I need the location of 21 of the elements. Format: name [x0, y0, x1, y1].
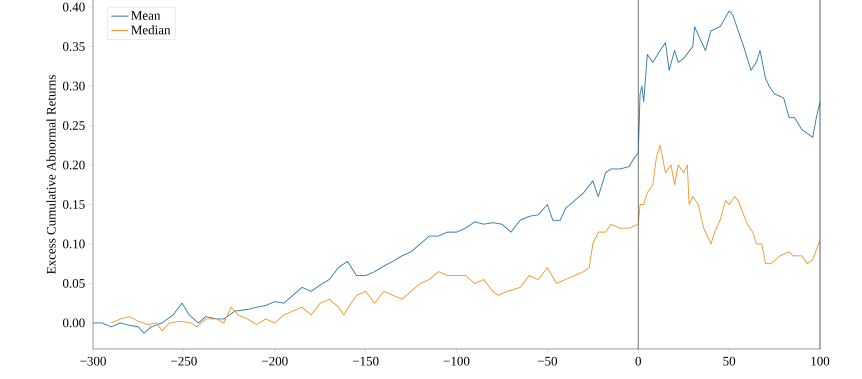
- x-tick-label: 100: [811, 356, 830, 366]
- y-tick-label: 0.00: [62, 318, 85, 328]
- x-tick-label: −100: [444, 356, 470, 366]
- y-tick-label: 0.25: [62, 121, 85, 130]
- y-tick-label: 0.10: [62, 240, 85, 248]
- legend-label: Mean: [131, 11, 160, 20]
- x-tick-label: −300: [80, 356, 106, 366]
- x-tick-label: −50: [538, 356, 558, 366]
- y-tick-label: 0.05: [62, 279, 85, 288]
- y-axis-title: Excess Cumulative Abnormal Returns: [46, 75, 56, 274]
- y-tick-label: 0.30: [62, 82, 85, 90]
- x-tick-label: 50: [723, 356, 736, 366]
- x-tick-label: 0: [636, 356, 642, 366]
- y-tick-label: 0.15: [62, 200, 85, 209]
- legend-label: Median: [131, 25, 170, 34]
- x-tick-label: −200: [262, 356, 288, 366]
- y-tick-label: 0.20: [62, 160, 85, 170]
- x-tick-label: −150: [352, 356, 379, 366]
- y-tick-label: 0.35: [62, 42, 85, 51]
- x-tick-label: −250: [171, 356, 197, 366]
- y-tick-label: 0.40: [62, 2, 85, 12]
